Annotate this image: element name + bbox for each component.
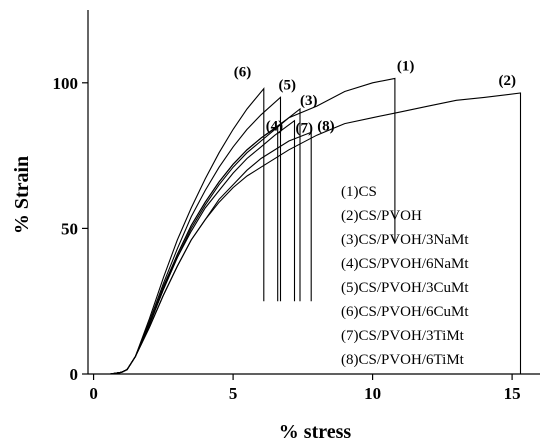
legend-entry-8: (8)CS/PVOH/6TiMt (341, 352, 465, 368)
series-label-3: (3) (300, 93, 318, 109)
series-label-5: (5) (279, 77, 297, 93)
series-line-5 (93, 96, 282, 375)
legend-entry-4: (4)CS/PVOH/6NaMt (341, 256, 469, 272)
series-label-2: (2) (499, 73, 517, 89)
series-line-6 (93, 87, 265, 375)
ticks: 0 5 10 15 0 50 100 (53, 74, 521, 403)
x-tick-label: 15 (504, 384, 521, 403)
legend-entry-7: (7)CS/PVOH/3TiMt (341, 328, 465, 344)
series-line-7 (93, 119, 296, 375)
series-label-8: (8) (317, 118, 335, 134)
x-tick-label: 5 (229, 384, 238, 403)
series-line-8 (93, 131, 312, 375)
legend-entry-2: (2)CS/PVOH (341, 208, 422, 224)
series-label-1: (1) (397, 58, 415, 74)
x-axis-title: % stress (279, 421, 352, 443)
y-tick-label: 100 (53, 74, 79, 93)
axes (87, 10, 540, 375)
y-axis-title: % Strain (11, 156, 33, 234)
series-label-4: (4) (266, 119, 284, 135)
series-label-7: (7) (296, 121, 314, 137)
legend-entry-3: (3)CS/PVOH/3NaMt (341, 232, 469, 248)
legend-entry-1: (1)CS (341, 184, 377, 200)
y-tick-label: 50 (61, 219, 78, 238)
x-tick-label: 10 (364, 384, 381, 403)
series-label-6: (6) (234, 65, 252, 81)
legend: (1)CS (2)CS/PVOH (3)CS/PVOH/3NaMt (4)CS/PVO… (341, 184, 469, 368)
y-tick-label: 0 (70, 365, 79, 384)
series-line-3 (93, 107, 301, 375)
series-labels: (1) (2) (3) (4) (5) (6) (7) (8) (234, 58, 516, 136)
x-tick-label: 0 (89, 384, 98, 403)
legend-entry-6: (6)CS/PVOH/6CuMt (341, 304, 469, 320)
legend-entry-5: (5)CS/PVOH/3CuMt (341, 280, 469, 296)
series-group (93, 77, 522, 375)
